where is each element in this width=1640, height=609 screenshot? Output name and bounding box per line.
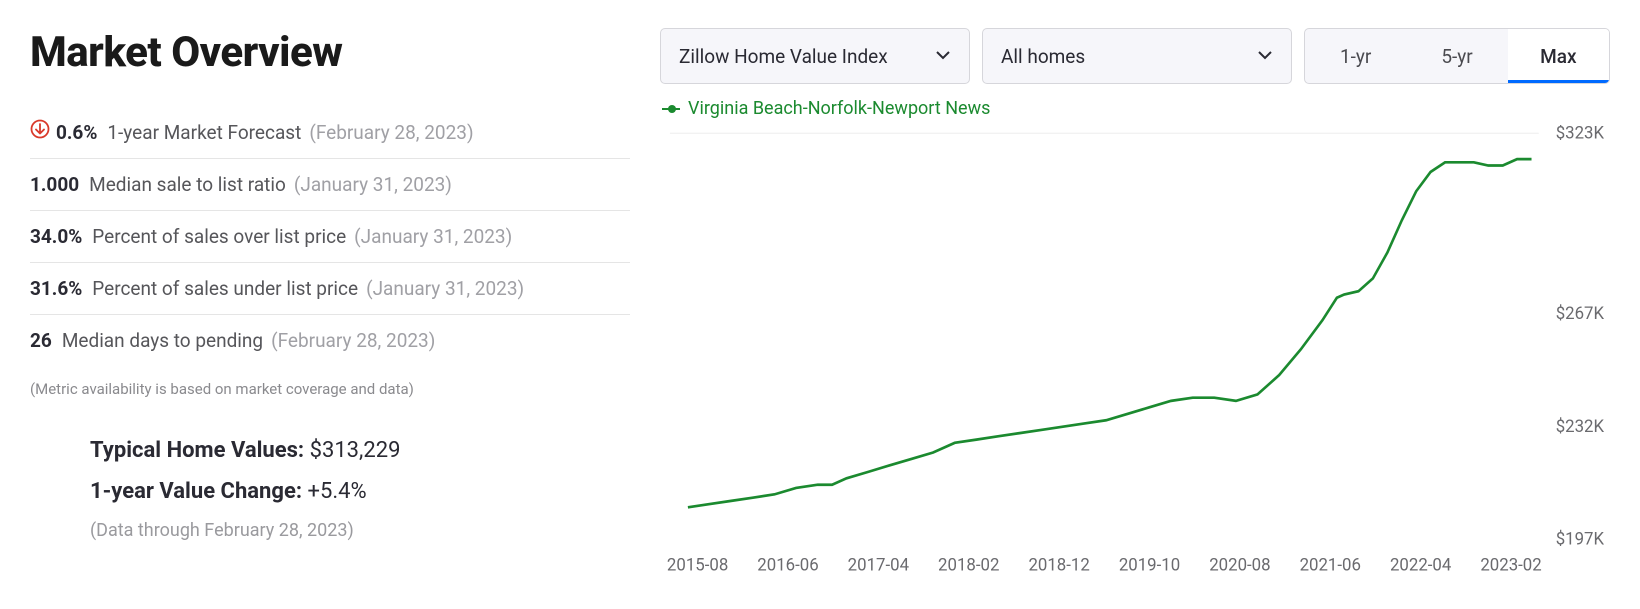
metric-dropdown-label: Zillow Home Value Index <box>679 45 888 68</box>
stat-date: (February 28, 2023) <box>309 121 473 144</box>
svg-text:2022-04: 2022-04 <box>1390 555 1452 575</box>
home-type-dropdown[interactable]: All homes <box>982 28 1292 84</box>
typical-home-values-value: $313,229 <box>310 438 401 463</box>
typical-home-values-label: Typical Home Values: <box>90 438 304 463</box>
one-year-value-change-value: +5.4% <box>308 479 367 504</box>
svg-text:$197K: $197K <box>1556 529 1605 549</box>
svg-text:2015-08: 2015-08 <box>667 555 728 575</box>
svg-text:2018-12: 2018-12 <box>1028 555 1090 575</box>
svg-text:$232K: $232K <box>1556 417 1605 437</box>
home-type-dropdown-label: All homes <box>1001 45 1085 68</box>
range-tab-5-yr[interactable]: 5-yr <box>1406 29 1507 83</box>
stat-label: Median days to pending <box>62 329 263 352</box>
svg-text:2017-04: 2017-04 <box>848 555 910 575</box>
stat-row: 26 Median days to pending (February 28, 20… <box>30 315 630 366</box>
stats-list: 0.6% 1-year Market Forecast (February 28, … <box>30 105 630 366</box>
line-chart: $323K $267K $232K $197K 2015-08 2016-06 2017-0… <box>660 125 1610 581</box>
stat-date: (January 31, 2023) <box>366 277 524 300</box>
stat-value: 1.000 <box>30 173 79 196</box>
stat-label: Percent of sales under list price <box>92 277 358 300</box>
chart-legend: Virginia Beach-Norfolk-Newport News <box>660 98 1610 119</box>
stat-row: 34.0% Percent of sales over list price (Ja… <box>30 211 630 263</box>
time-range-tabs: 1-yr5-yrMax <box>1304 28 1610 84</box>
page-title: Market Overview <box>30 28 630 77</box>
stat-date: (February 28, 2023) <box>271 329 435 352</box>
svg-text:2021-06: 2021-06 <box>1300 555 1361 575</box>
legend-marker-icon <box>662 108 680 110</box>
summary-data-through: (Data through February 28, 2023) <box>90 520 630 541</box>
chevron-down-icon <box>935 45 951 68</box>
typical-home-values: Typical Home Values: $313,229 <box>90 438 630 463</box>
stat-date: (January 31, 2023) <box>294 173 452 196</box>
stat-value: 34.0% <box>30 225 82 248</box>
svg-text:2020-08: 2020-08 <box>1209 555 1270 575</box>
svg-text:2019-10: 2019-10 <box>1119 555 1180 575</box>
summary-block: Typical Home Values: $313,229 1-year Val… <box>30 438 630 541</box>
stat-date: (January 31, 2023) <box>354 225 512 248</box>
svg-text:2016-06: 2016-06 <box>757 555 818 575</box>
range-tab-max[interactable]: Max <box>1508 29 1609 83</box>
stat-row: 0.6% 1-year Market Forecast (February 28, … <box>30 105 630 159</box>
stat-value: 0.6% <box>56 121 97 144</box>
stat-label: 1-year Market Forecast <box>107 121 301 144</box>
stats-footnote: (Metric availability is based on market … <box>30 380 630 398</box>
stat-row: 1.000 Median sale to list ratio (January 3… <box>30 159 630 211</box>
svg-text:$323K: $323K <box>1556 125 1605 144</box>
one-year-value-change-label: 1-year Value Change: <box>90 479 302 504</box>
stat-value: 26 <box>30 329 52 352</box>
svg-text:2018-02: 2018-02 <box>938 555 1000 575</box>
stat-row: 31.6% Percent of sales under list price (J… <box>30 263 630 315</box>
metric-dropdown[interactable]: Zillow Home Value Index <box>660 28 970 84</box>
legend-label: Virginia Beach-Norfolk-Newport News <box>688 98 990 119</box>
range-tab-1-yr[interactable]: 1-yr <box>1305 29 1406 83</box>
svg-text:$267K: $267K <box>1556 304 1605 324</box>
chart-controls: Zillow Home Value Index All homes 1-yr5-… <box>660 28 1610 84</box>
stat-label: Percent of sales over list price <box>92 225 346 248</box>
stat-value: 31.6% <box>30 277 82 300</box>
chevron-down-icon <box>1257 45 1273 68</box>
arrow-down-icon <box>30 119 50 139</box>
svg-text:2023-02: 2023-02 <box>1480 555 1542 575</box>
one-year-value-change: 1-year Value Change: +5.4% <box>90 479 630 504</box>
stat-label: Median sale to list ratio <box>89 173 286 196</box>
chart-area[interactable]: $323K $267K $232K $197K 2015-08 2016-06 2017-0… <box>660 125 1610 581</box>
